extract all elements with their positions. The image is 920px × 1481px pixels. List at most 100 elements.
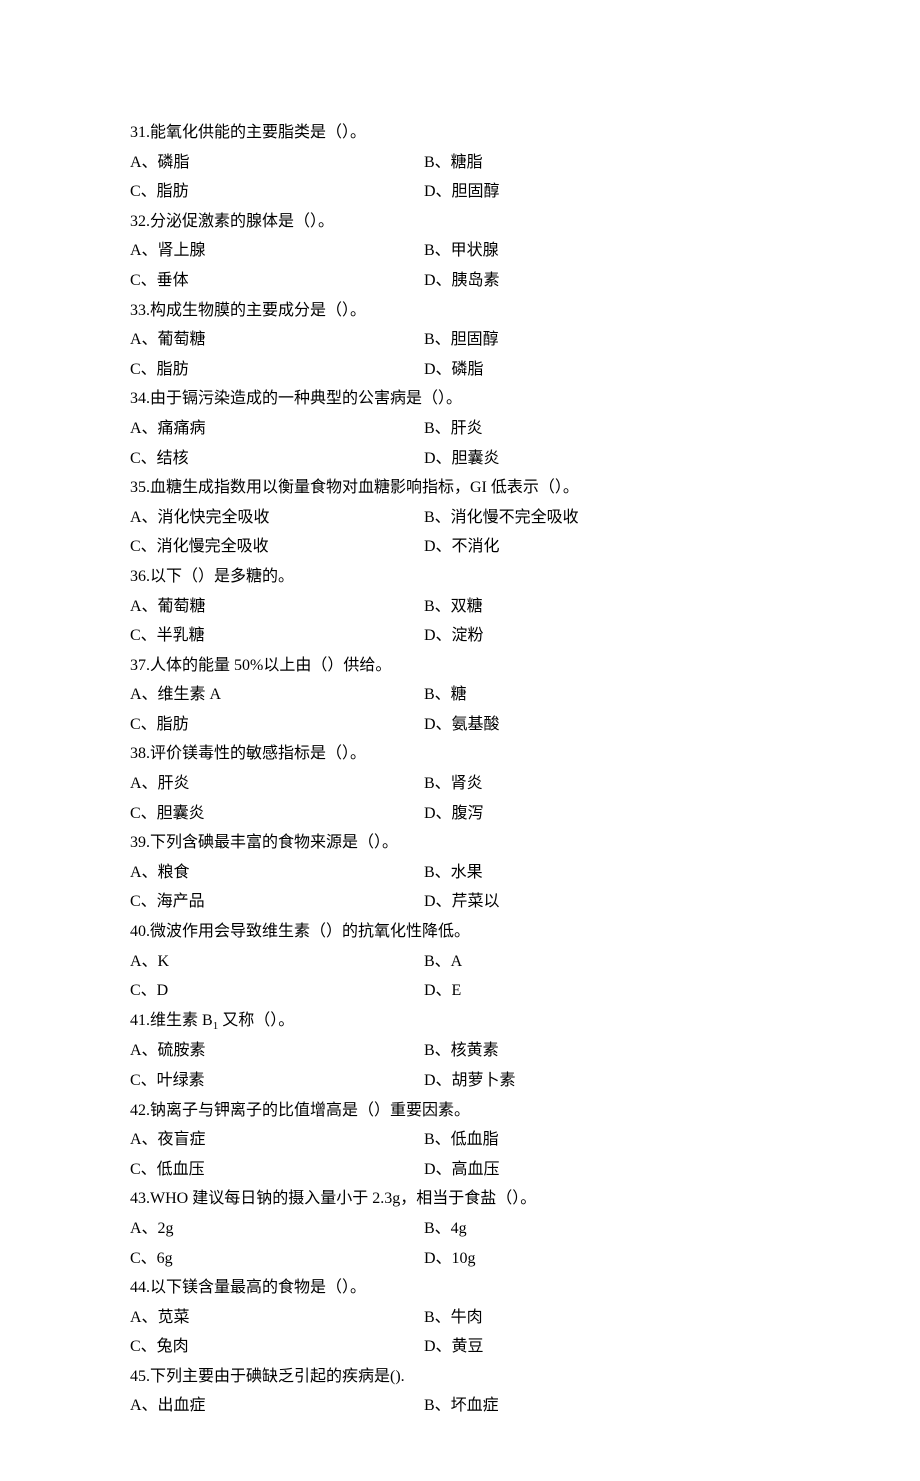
option-b: B、核黄素 — [424, 1036, 790, 1066]
option-d: D、10g — [424, 1244, 790, 1274]
option-c: C、D — [130, 976, 424, 1006]
options-row: C、6g D、10g — [130, 1244, 790, 1274]
option-c: C、脂肪 — [130, 177, 424, 207]
question-35: 35.血糖生成指数用以衡量食物对血糖影响指标，GI 低表示（）。 A、消化快完全… — [130, 473, 790, 562]
question-text: 41.维生素 B1 又称（）。 — [130, 1006, 790, 1037]
question-38: 38.评价镁毒性的敏感指标是（）。 A、肝炎 B、肾炎 C、胆囊炎 D、腹泻 — [130, 739, 790, 828]
question-32: 32.分泌促激素的腺体是（）。 A、肾上腺 B、甲状腺 C、垂体 D、胰岛素 — [130, 207, 790, 296]
option-d: D、腹泻 — [424, 799, 790, 829]
option-c: C、胆囊炎 — [130, 799, 424, 829]
question-43: 43.WHO 建议每日钠的摄入量小于 2.3g，相当于食盐（）。 A、2g B、… — [130, 1184, 790, 1273]
option-b: B、A — [424, 947, 790, 977]
option-a: A、肾上腺 — [130, 236, 424, 266]
option-b: B、甲状腺 — [424, 236, 790, 266]
option-c: C、脂肪 — [130, 710, 424, 740]
option-a: A、2g — [130, 1214, 424, 1244]
question-31: 31.能氧化供能的主要脂类是（）。 A、磷脂 B、糖脂 C、脂肪 D、胆固醇 — [130, 118, 790, 207]
options-row: A、粮食 B、水果 — [130, 858, 790, 888]
option-d: D、不消化 — [424, 532, 790, 562]
option-a: A、痛痛病 — [130, 414, 424, 444]
question-36: 36.以下（）是多糖的。 A、葡萄糖 B、双糖 C、半乳糖 D、淀粉 — [130, 562, 790, 651]
options-row: C、脂肪 D、胆固醇 — [130, 177, 790, 207]
option-c: C、海产品 — [130, 887, 424, 917]
options-row: A、维生素 A B、糖 — [130, 680, 790, 710]
option-d: D、胆固醇 — [424, 177, 790, 207]
option-a: A、葡萄糖 — [130, 592, 424, 622]
option-a: A、粮食 — [130, 858, 424, 888]
options-row: A、硫胺素 B、核黄素 — [130, 1036, 790, 1066]
option-b: B、4g — [424, 1214, 790, 1244]
options-row: A、磷脂 B、糖脂 — [130, 148, 790, 178]
option-b: B、肾炎 — [424, 769, 790, 799]
option-a: A、葡萄糖 — [130, 325, 424, 355]
options-row: A、肝炎 B、肾炎 — [130, 769, 790, 799]
option-c: C、半乳糖 — [130, 621, 424, 651]
question-text: 36.以下（）是多糖的。 — [130, 562, 790, 592]
option-b: B、水果 — [424, 858, 790, 888]
question-45: 45.下列主要由于碘缺乏引起的疾病是(). A、出血症 B、坏血症 — [130, 1362, 790, 1421]
question-41: 41.维生素 B1 又称（）。 A、硫胺素 B、核黄素 C、叶绿素 D、胡萝卜素 — [130, 1006, 790, 1096]
option-c: C、叶绿素 — [130, 1066, 424, 1096]
options-row: A、葡萄糖 B、胆固醇 — [130, 325, 790, 355]
options-row: C、胆囊炎 D、腹泻 — [130, 799, 790, 829]
option-c: C、结核 — [130, 444, 424, 474]
options-row: C、低血压 D、高血压 — [130, 1155, 790, 1185]
question-39: 39.下列含碘最丰富的食物来源是（）。 A、粮食 B、水果 C、海产品 D、芹菜… — [130, 828, 790, 917]
options-row: C、叶绿素 D、胡萝卜素 — [130, 1066, 790, 1096]
option-b: B、消化慢不完全吸收 — [424, 503, 790, 533]
option-c: C、6g — [130, 1244, 424, 1274]
options-row: C、结核 D、胆囊炎 — [130, 444, 790, 474]
option-a: A、肝炎 — [130, 769, 424, 799]
option-d: D、高血压 — [424, 1155, 790, 1185]
options-row: C、垂体 D、胰岛素 — [130, 266, 790, 296]
option-a: A、夜盲症 — [130, 1125, 424, 1155]
option-d: D、胡萝卜素 — [424, 1066, 790, 1096]
option-b: B、肝炎 — [424, 414, 790, 444]
option-b: B、糖 — [424, 680, 790, 710]
option-a: A、苋菜 — [130, 1303, 424, 1333]
option-b: B、双糖 — [424, 592, 790, 622]
options-row: A、消化快完全吸收 B、消化慢不完全吸收 — [130, 503, 790, 533]
option-c: C、垂体 — [130, 266, 424, 296]
question-text: 32.分泌促激素的腺体是（）。 — [130, 207, 790, 237]
options-row: A、苋菜 B、牛肉 — [130, 1303, 790, 1333]
option-d: D、磷脂 — [424, 355, 790, 385]
option-c: C、消化慢完全吸收 — [130, 532, 424, 562]
option-c: C、脂肪 — [130, 355, 424, 385]
option-d: D、胆囊炎 — [424, 444, 790, 474]
option-a: A、出血症 — [130, 1391, 424, 1421]
options-row: C、脂肪 D、磷脂 — [130, 355, 790, 385]
options-row: A、K B、A — [130, 947, 790, 977]
option-d: D、黄豆 — [424, 1332, 790, 1362]
option-d: D、芹菜以 — [424, 887, 790, 917]
question-42: 42.钠离子与钾离子的比值增高是（）重要因素。 A、夜盲症 B、低血脂 C、低血… — [130, 1096, 790, 1185]
options-row: C、脂肪 D、氨基酸 — [130, 710, 790, 740]
question-text: 39.下列含碘最丰富的食物来源是（）。 — [130, 828, 790, 858]
option-a: A、维生素 A — [130, 680, 424, 710]
options-row: C、D D、E — [130, 976, 790, 1006]
option-c: C、低血压 — [130, 1155, 424, 1185]
question-text: 42.钠离子与钾离子的比值增高是（）重要因素。 — [130, 1096, 790, 1126]
question-text: 44.以下镁含量最高的食物是（）。 — [130, 1273, 790, 1303]
question-37: 37.人体的能量 50%以上由（）供给。 A、维生素 A B、糖 C、脂肪 D、… — [130, 651, 790, 740]
question-text: 31.能氧化供能的主要脂类是（）。 — [130, 118, 790, 148]
question-34: 34.由于镉污染造成的一种典型的公害病是（）。 A、痛痛病 B、肝炎 C、结核 … — [130, 384, 790, 473]
question-44: 44.以下镁含量最高的食物是（）。 A、苋菜 B、牛肉 C、兔肉 D、黄豆 — [130, 1273, 790, 1362]
document-content: 31.能氧化供能的主要脂类是（）。 A、磷脂 B、糖脂 C、脂肪 D、胆固醇 3… — [130, 118, 790, 1421]
option-c: C、兔肉 — [130, 1332, 424, 1362]
option-b: B、糖脂 — [424, 148, 790, 178]
option-d: D、淀粉 — [424, 621, 790, 651]
question-text: 35.血糖生成指数用以衡量食物对血糖影响指标，GI 低表示（）。 — [130, 473, 790, 503]
question-text: 34.由于镉污染造成的一种典型的公害病是（）。 — [130, 384, 790, 414]
options-row: A、痛痛病 B、肝炎 — [130, 414, 790, 444]
question-text: 37.人体的能量 50%以上由（）供给。 — [130, 651, 790, 681]
option-a: A、硫胺素 — [130, 1036, 424, 1066]
option-b: B、低血脂 — [424, 1125, 790, 1155]
options-row: A、肾上腺 B、甲状腺 — [130, 236, 790, 266]
options-row: C、半乳糖 D、淀粉 — [130, 621, 790, 651]
option-a: A、磷脂 — [130, 148, 424, 178]
question-40: 40.微波作用会导致维生素（）的抗氧化性降低。 A、K B、A C、D D、E — [130, 917, 790, 1006]
question-text: 45.下列主要由于碘缺乏引起的疾病是(). — [130, 1362, 790, 1392]
option-d: D、氨基酸 — [424, 710, 790, 740]
option-b: B、坏血症 — [424, 1391, 790, 1421]
